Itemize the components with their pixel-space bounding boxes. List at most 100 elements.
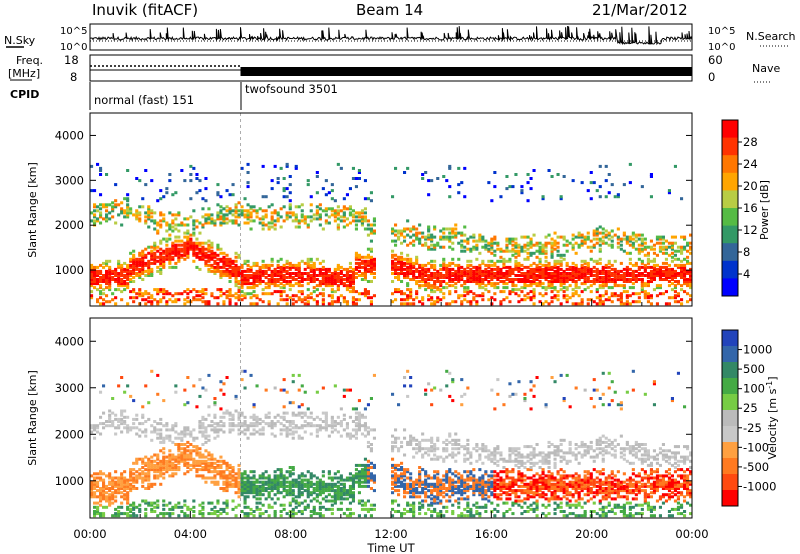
power-scatter-point-1394 [330,207,334,211]
power-scatter-point-1947 [442,276,446,279]
velocity-scatter-point-628 [201,459,205,463]
power-scatter-point-3079 [643,284,647,288]
power-scatter-point-882 [240,290,244,294]
power-scatter-point-721 [216,302,220,306]
velocity-scatter-point-49 [99,499,103,503]
velocity-scatter-point-602 [198,474,202,478]
velocity-scatter-point-20 [93,487,97,490]
velocity-scatter-point-988 [261,487,265,490]
velocity-scatter-point-1249 [306,478,310,482]
power-scatter-point-998 [261,300,265,304]
power-scatter-point-1512 [351,267,355,271]
velocity-scatter-point-285 [141,478,145,482]
power-scatter-point-700 [210,249,214,253]
power-scatter-point-2087 [466,276,470,279]
power-scatter-point-3153 [658,286,662,290]
velocity-scatter-point-111 [111,514,115,518]
velocity-scatter-point-1024 [267,424,271,428]
velocity-scatter-point-962 [255,422,259,426]
power-scatter-point-1888 [430,243,434,247]
power-scatter-point-1083 [276,280,280,283]
power-scatter-point-1730 [403,171,407,174]
velocity-scatter-point-1147 [291,510,295,513]
power-scatter-point-3201 [667,274,671,277]
velocity-scatter-point-445 [168,468,172,472]
velocity-scatter-point-1374 [330,420,334,423]
power-scatter-point-197 [126,282,130,286]
power-scatter-point-2051 [460,274,464,277]
velocity-scatter-point-1365 [330,487,334,490]
power-scatter-point-841 [234,278,238,281]
velocity-scatter-point-200 [126,514,130,518]
velocity-scatter-point-21 [93,484,97,488]
power-scatter-point-2711 [577,272,581,275]
power-scatter-point-1402 [333,278,337,281]
velocity-scatter-point-803 [231,499,235,503]
velocity-scatter-point-1406 [336,415,340,419]
power-scatter-point-1859 [427,274,431,277]
power-scatter-point-2692 [574,284,578,288]
power-scatter-point-1754 [409,296,413,300]
power-scatter-point-1060 [270,215,274,219]
power-scatter-point-1880 [430,278,434,281]
power-scatter-point-1824 [421,278,425,281]
velocity-scatter-point-1080 [279,474,283,478]
power-scatter-point-1278 [309,257,313,261]
power-scatter-point-3129 [652,272,656,275]
power-scatter-point-2742 [583,276,587,279]
power-scatter-point-1067 [273,282,277,286]
velocity-scatter-point-1359 [330,512,334,516]
power-scatter-point-112 [108,282,112,286]
velocity-scatter-point-1126 [288,503,292,507]
power-scatter-point-1228 [300,274,304,277]
power-scatter-point-2423 [526,173,530,176]
power-scatter-point-2143 [475,243,479,247]
power-scatter-point-2750 [583,241,587,245]
power-scatter-point-282 [138,219,142,223]
power-scatter-point-1452 [342,284,346,288]
velocity-scatter-point-1486 [351,407,355,411]
power-scatter-point-1190 [294,272,298,275]
power-scatter-point-3286 [683,263,687,267]
power-scatter-point-1188 [294,278,298,281]
velocity-scatter-point-1243 [306,491,310,495]
power-scatter-point-3060 [640,280,644,283]
power-scatter-point-1807 [418,280,422,283]
power-scatter-point-564 [186,237,190,241]
power-scatter-point-1194 [294,225,298,229]
power-scatter-point-2663 [568,276,572,279]
power-scatter-point-956 [252,290,256,294]
velocity-scatter-point-839 [237,476,241,480]
velocity-scatter-point-854 [240,493,244,497]
power-scatter-point-1993 [448,227,452,231]
velocity-scatter-point-1345 [324,413,328,417]
power-scatter-point-143 [114,269,118,273]
power-scatter-point-813 [228,261,232,265]
power-scatter-point-1842 [424,274,428,277]
power-scatter-point-1528 [354,255,358,259]
velocity-scatter-point-462 [171,472,175,476]
power-scatter-point-205 [126,263,130,267]
power-scatter-point-2425 [529,296,533,300]
power-scatter-point-2455 [532,274,536,277]
velocity-scatter-point-1096 [282,480,286,484]
velocity-scatter-point-9 [90,430,94,434]
power-scatter-point-2497 [541,294,545,298]
power-scatter-point-1574 [363,278,367,281]
power-scatter-point-3043 [637,278,641,281]
power-scatter-point-2145 [478,294,482,298]
power-scatter-point-3064 [640,265,644,269]
power-scatter-point-2273 [502,298,506,302]
velocity-scatter-point-915 [249,491,253,495]
velocity-scatter-point-911 [246,426,250,430]
power-scatter-point-1587 [363,217,367,221]
power-scatter-point-2050 [460,276,464,279]
power-scatter-point-989 [258,276,262,279]
power-scatter-point-1926 [436,241,440,245]
power-scatter-point-1729 [403,227,407,231]
velocity-scatter-point-1152 [291,491,295,495]
power-scatter-point-2377 [520,274,524,277]
velocity-scatter-point-575 [192,466,196,469]
velocity-scatter-point-1302 [318,505,322,509]
